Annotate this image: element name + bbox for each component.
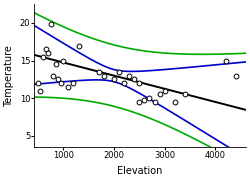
Point bbox=[38, 89, 42, 92]
Point bbox=[183, 93, 187, 96]
Point bbox=[224, 59, 228, 62]
Point bbox=[51, 74, 55, 77]
Point bbox=[148, 97, 152, 100]
Point bbox=[117, 70, 121, 73]
Point bbox=[158, 93, 162, 96]
Point bbox=[66, 86, 70, 88]
Point bbox=[142, 98, 146, 101]
Point bbox=[137, 82, 141, 85]
Point bbox=[234, 74, 238, 77]
Point bbox=[54, 63, 58, 66]
Point bbox=[44, 48, 48, 51]
Point bbox=[59, 82, 63, 85]
Point bbox=[36, 82, 40, 85]
Point bbox=[122, 82, 126, 85]
Point bbox=[76, 44, 80, 47]
Point bbox=[132, 78, 136, 81]
Y-axis label: Temperature: Temperature bbox=[4, 45, 14, 107]
Point bbox=[152, 101, 156, 103]
Point bbox=[173, 101, 177, 103]
Point bbox=[97, 70, 101, 73]
Point bbox=[72, 82, 76, 85]
Point bbox=[48, 23, 52, 26]
Point bbox=[137, 101, 141, 103]
X-axis label: Elevation: Elevation bbox=[118, 166, 163, 176]
Point bbox=[163, 89, 167, 92]
Point bbox=[41, 55, 45, 58]
Point bbox=[102, 74, 106, 77]
Point bbox=[112, 78, 116, 81]
Point bbox=[56, 78, 60, 81]
Point bbox=[46, 52, 50, 55]
Point bbox=[127, 74, 131, 77]
Point bbox=[61, 59, 65, 62]
